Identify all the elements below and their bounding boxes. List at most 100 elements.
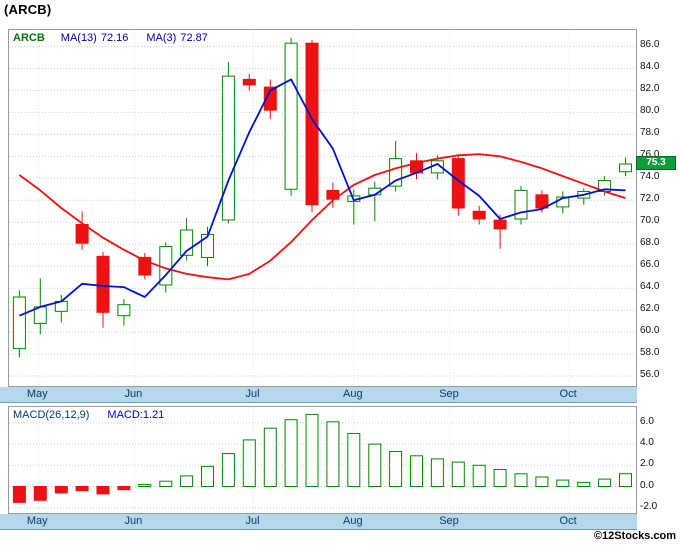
macd-bar-positive: [598, 478, 612, 487]
macd-plot: [9, 407, 636, 513]
macd-bar-positive: [221, 453, 235, 487]
month-label: Sep: [439, 515, 459, 527]
month-label: Sep: [439, 388, 459, 400]
price-tick-label: 78.0: [640, 127, 660, 139]
ma3-value: 72.87: [180, 32, 208, 44]
candle-up: [221, 75, 235, 221]
month-label: May: [26, 388, 48, 400]
price-plot: [9, 30, 636, 386]
price-y-axis: 86.0 84.0 82.0 80.0 78.0 76.0 74.0 72.0 70.0 68.0…: [640, 0, 680, 546]
candle-down: [535, 194, 549, 209]
macd-bar-negative: [12, 486, 26, 503]
price-tick-label: 56.0: [640, 369, 660, 381]
macd-chart-legend: MACD(26,12,9) MACD:1.21: [13, 409, 164, 421]
price-tick-label: 84.0: [640, 61, 660, 73]
candle-down: [493, 219, 507, 230]
price-tick-label: 74.0: [640, 171, 660, 183]
macd-bar-negative: [117, 486, 131, 491]
macd-bar-positive: [180, 475, 194, 488]
ma13-line: [18, 153, 626, 281]
macd-tick-label: 6.0: [640, 415, 654, 427]
macd-bar-positive: [284, 419, 298, 488]
month-label: May: [26, 515, 48, 527]
macd-bar-positive: [305, 413, 319, 487]
month-label: Jul: [245, 388, 260, 400]
macd-bar-positive: [368, 443, 382, 487]
price-tick-label: 70.0: [640, 215, 660, 227]
macd-bar-positive: [410, 455, 423, 487]
price-tick-label: 82.0: [640, 83, 660, 95]
candle-down: [96, 255, 110, 313]
ma13-value: 72.16: [100, 32, 129, 44]
macd-value-label: MACD:1.21: [107, 409, 165, 421]
candle-up: [284, 42, 298, 190]
macd-bar-positive: [326, 421, 340, 487]
macd-y-axis: 6.0 4.0 2.0 0.0 -2.0: [640, 0, 680, 546]
page-title: (ARCB): [4, 2, 52, 17]
ma13-label: MA(13): [60, 32, 97, 44]
symbol-label: ARCB: [13, 32, 45, 44]
macd-bar-positive: [535, 476, 549, 487]
month-label: Jul: [245, 515, 260, 527]
price-tick-label: 68.0: [640, 237, 660, 249]
macd-bar-positive: [389, 451, 403, 487]
ma3-label: MA(3): [146, 32, 177, 44]
macd-tick-label: 4.0: [640, 437, 654, 449]
candle-up: [201, 233, 214, 258]
price-chart-legend: ARCB MA(13) 72.16 MA(3) 72.87: [13, 32, 226, 44]
candle-up: [117, 304, 131, 317]
macd-bar-negative: [33, 486, 47, 501]
price-tick-label: 64.0: [640, 281, 660, 293]
month-label: Jun: [124, 515, 143, 527]
month-label: Oct: [559, 515, 577, 527]
price-tick-label: 62.0: [640, 303, 660, 315]
candle-down: [472, 210, 486, 220]
price-tick-label: 80.0: [640, 105, 660, 117]
macd-name-label: MACD(26,12,9): [13, 409, 90, 421]
macd-chart: MACD(26,12,9) MACD:1.21: [8, 406, 637, 514]
macd-bar-positive: [514, 473, 528, 488]
candle-down: [242, 78, 256, 86]
macd-bar-positive: [347, 433, 361, 487]
macd-bar-positive: [159, 480, 173, 487]
price-tick-label: 76.0: [640, 149, 660, 161]
month-label: Jun: [124, 388, 143, 400]
macd-bar-positive: [451, 461, 465, 487]
macd-bar-positive: [263, 427, 277, 487]
candle-up: [12, 296, 26, 350]
macd-tick-label: 2.0: [640, 458, 654, 470]
macd-tick-label: 0.0: [640, 479, 654, 491]
price-tick-label: 72.0: [640, 193, 660, 205]
candle-down: [305, 42, 319, 206]
last-price-badge: 75.3: [636, 156, 676, 171]
candle-down: [451, 158, 465, 209]
candle-up: [619, 163, 632, 173]
macd-bar-positive: [138, 483, 152, 488]
month-axis-bottom: May Jun Jul Aug Sep Oct: [0, 514, 637, 530]
month-label: Aug: [343, 515, 363, 527]
macd-bar-negative: [75, 486, 89, 492]
candle-down: [263, 86, 277, 111]
copyright-link[interactable]: ©12Stocks.com: [593, 530, 676, 542]
candle-down: [75, 224, 89, 244]
price-tick-label: 58.0: [640, 347, 660, 359]
macd-tick-label: -2.0: [640, 500, 658, 512]
macd-bar-positive: [430, 458, 444, 488]
month-label: Aug: [343, 388, 363, 400]
month-label: Oct: [559, 388, 577, 400]
macd-bar-positive: [493, 469, 507, 487]
macd-bar-positive: [201, 465, 214, 488]
macd-bar-positive: [556, 479, 570, 487]
macd-bar-negative: [54, 486, 68, 494]
macd-bar-negative: [96, 486, 110, 495]
month-axis-top: May Jun Jul Aug Sep Oct: [0, 387, 637, 403]
price-chart: ARCB MA(13) 72.16 MA(3) 72.87: [8, 29, 637, 387]
macd-bar-positive: [577, 481, 591, 488]
price-tick-label: 60.0: [640, 325, 660, 337]
candle-up: [389, 158, 403, 187]
candle-up: [514, 189, 528, 220]
macd-bar-positive: [472, 464, 486, 487]
ma3-line: [19, 78, 626, 317]
macd-bar-positive: [619, 473, 632, 487]
